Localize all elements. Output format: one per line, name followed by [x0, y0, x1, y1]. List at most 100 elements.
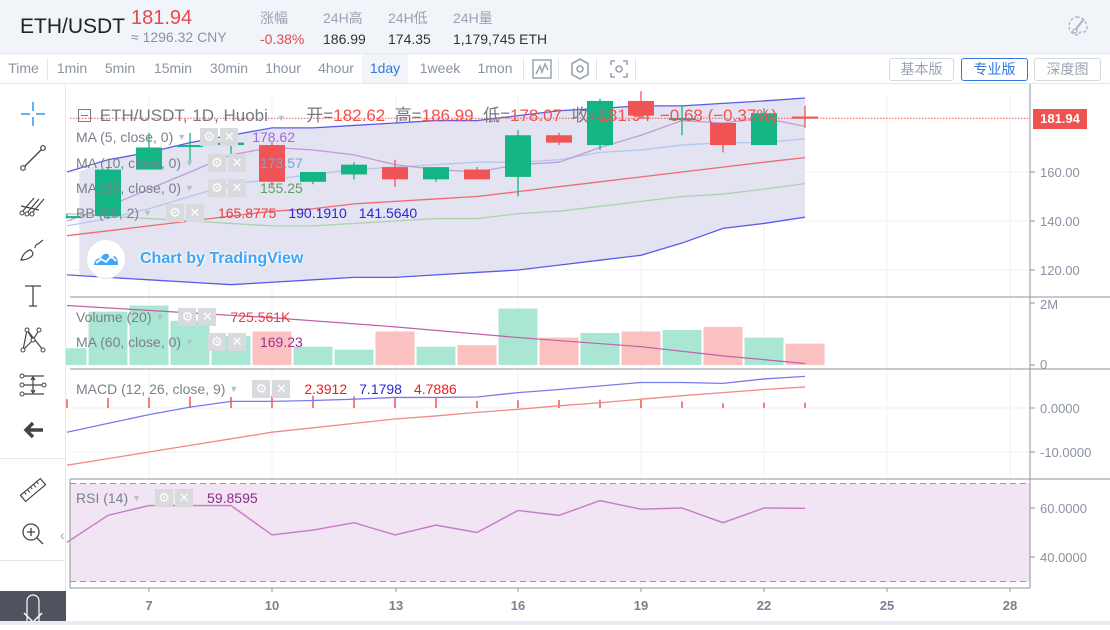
macd-axis-label: -10.0000 — [1040, 445, 1092, 460]
settings-icon[interactable]: ⚙ — [252, 380, 271, 398]
stat-value: 174.35 — [388, 31, 431, 47]
ruler-icon[interactable] — [17, 474, 49, 506]
settings-icon[interactable]: ⚙ — [207, 154, 226, 172]
macd-axis-label: 0.0000 — [1040, 401, 1080, 416]
legend-volume-ma: MA (60, close, 0) ▼ ⚙ ✕ 169.23 — [76, 333, 303, 351]
high-value: 186.99 — [421, 106, 474, 125]
interval-toolbar: Time 1min 5min 15min 30min 1hour 4hour 1… — [0, 54, 1110, 84]
scroll-down-icon — [23, 594, 43, 624]
interval-30min[interactable]: 30min — [209, 60, 249, 76]
interval-1mon[interactable]: 1mon — [477, 60, 513, 76]
legend-bb: BB (20, 2) ▼ ⚙ ✕ 165.8775 190.1910 141.564… — [76, 204, 417, 222]
close-icon[interactable]: ✕ — [227, 154, 246, 172]
price-axis-label: 160.00 — [1040, 165, 1080, 180]
settings-icon[interactable]: ⚙ — [200, 128, 219, 146]
scroll-down-button[interactable] — [0, 591, 66, 625]
indicator-value: 59.8595 — [207, 490, 258, 506]
settings-icon[interactable]: ⚙ — [207, 179, 226, 197]
chevron-left-icon[interactable]: ‹ — [60, 527, 65, 543]
stat-label: 涨幅 — [260, 10, 288, 26]
indicator-value: 2.3912 — [304, 381, 348, 397]
dropdown-arrow-icon[interactable]: ▼ — [155, 312, 165, 322]
pattern-icon[interactable] — [17, 324, 49, 356]
settings-icon[interactable]: ⚙ — [207, 333, 226, 351]
pitchfork-icon[interactable] — [17, 188, 49, 220]
close-label: 收= — [571, 106, 599, 125]
time-axis-label: 16 — [510, 598, 526, 613]
legend-ma5: MA (5, close, 0) ▼ ⚙ ✕ 178.62 — [76, 128, 295, 146]
prediction-icon[interactable] — [17, 369, 49, 401]
close-icon[interactable]: ✕ — [198, 308, 217, 326]
trend-line-icon[interactable] — [17, 142, 49, 174]
symbol-title: ETH/USDT, 1D, Huobi — [99, 106, 268, 125]
legend-macd: MACD (12, 26, close, 9) ▼ ⚙ ✕ 2.3912 7.179… — [76, 380, 457, 398]
settings-icon[interactable]: ⚙ — [178, 308, 197, 326]
dropdown-arrow-icon[interactable]: ▼ — [143, 208, 152, 218]
price-axis-label: 140.00 — [1040, 214, 1080, 229]
close-value: 181.94 — [598, 106, 651, 125]
dropdown-arrow-icon[interactable]: ▼ — [185, 158, 194, 168]
dropdown-arrow-icon[interactable]: ▼ — [132, 493, 142, 503]
pair-name: ETH/USDT — [20, 15, 125, 38]
close-icon[interactable]: ✕ — [220, 128, 239, 146]
rsi-axis-label: 40.0000 — [1040, 550, 1087, 565]
close-icon[interactable]: ✕ — [175, 489, 194, 507]
close-icon[interactable]: ✕ — [227, 179, 246, 197]
crosshair-icon[interactable] — [17, 98, 49, 130]
last-price: 181.94 — [131, 7, 193, 29]
indicator-value: 178.62 — [252, 129, 296, 145]
indicator-value: 7.1798 — [359, 381, 402, 397]
drawing-toolbar — [0, 84, 66, 625]
fullscreen-icon[interactable] — [607, 57, 631, 81]
tradingview-chart[interactable] — [66, 84, 1110, 625]
dropdown-arrow-icon[interactable]: ▼ — [276, 113, 286, 123]
dropdown-arrow-icon[interactable]: ▼ — [177, 132, 187, 142]
indicator-value: 4.7886 — [413, 381, 457, 397]
divider — [47, 58, 48, 80]
dropdown-arrow-icon[interactable]: ▼ — [185, 337, 194, 347]
interval-4hour[interactable]: 4hour — [318, 60, 354, 76]
volume-axis-label: 0 — [1040, 357, 1048, 372]
interval-1hour[interactable]: 1hour — [265, 60, 301, 76]
interval-5min[interactable]: 5min — [104, 60, 136, 76]
interval-15min[interactable]: 15min — [153, 60, 193, 76]
text-icon[interactable] — [17, 280, 49, 312]
back-arrow-icon[interactable] — [17, 414, 49, 446]
stat-volume: 24H量 1,179,745 ETH — [453, 8, 547, 47]
divider — [558, 58, 559, 80]
divider — [523, 58, 524, 80]
dropdown-arrow-icon[interactable]: ▼ — [229, 384, 239, 394]
view-basic-button[interactable]: 基本版 — [889, 58, 954, 81]
interval-1week[interactable]: 1week — [419, 60, 461, 76]
interval-1min[interactable]: 1min — [56, 60, 88, 76]
view-pro-button[interactable]: 专业版 — [961, 58, 1028, 81]
stat-value: 1,179,745 ETH — [453, 31, 548, 47]
close-icon[interactable]: ✕ — [185, 204, 204, 222]
indicators-icon[interactable] — [568, 57, 592, 81]
watermark-text: Chart by TradingView — [140, 250, 304, 267]
close-icon[interactable]: ✕ — [272, 380, 291, 398]
interval-time[interactable]: Time — [8, 60, 39, 76]
indicator-name: MA (30, close, 0) — [76, 180, 182, 196]
view-depth-button[interactable]: 深度图 — [1034, 58, 1101, 81]
stat-change: 涨幅 -0.38% — [260, 8, 304, 47]
palette-icon[interactable] — [1066, 14, 1090, 38]
settings-icon[interactable]: ⚙ — [155, 489, 174, 507]
dropdown-arrow-icon[interactable]: ▼ — [185, 183, 194, 193]
tradingview-watermark[interactable]: Chart by TradingView — [86, 239, 303, 279]
price-cny: ≈ 1296.32 CNY — [131, 29, 227, 45]
stat-label: 24H低 — [388, 10, 428, 26]
stat-value: 186.99 — [323, 31, 366, 47]
zoom-in-icon[interactable] — [17, 518, 49, 550]
chart-type-icon[interactable] — [530, 57, 554, 81]
close-icon[interactable]: ✕ — [227, 333, 246, 351]
interval-1day[interactable]: 1day — [362, 54, 408, 83]
cloud-icon — [94, 253, 118, 265]
settings-icon[interactable]: ⚙ — [165, 204, 184, 222]
brush-icon[interactable] — [17, 234, 49, 266]
indicator-value: 141.5640 — [358, 205, 418, 221]
price-axis-label: 120.00 — [1040, 263, 1080, 278]
collapse-icon[interactable] — [78, 109, 91, 122]
stat-label: 24H高 — [323, 10, 363, 26]
low-value: 178.07 — [510, 106, 563, 125]
